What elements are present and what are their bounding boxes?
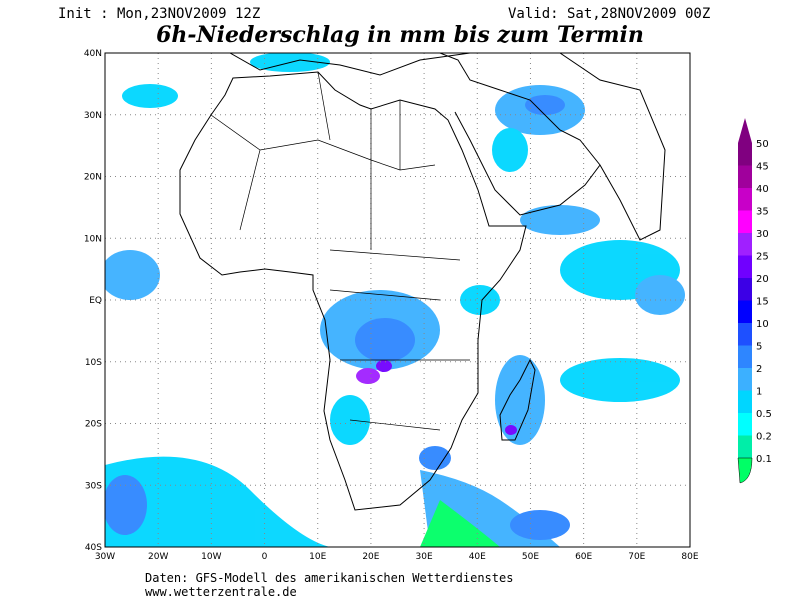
colorbar-box	[738, 323, 752, 346]
precip-patch	[560, 358, 680, 402]
lat-label: 20N	[84, 173, 102, 183]
precip-patch	[419, 446, 451, 470]
lat-label: 10S	[85, 358, 102, 368]
coastline	[439, 53, 601, 216]
coastline	[105, 53, 471, 76]
precip-patch	[420, 500, 500, 547]
lat-label: 10N	[84, 234, 102, 244]
coastline	[179, 71, 527, 511]
lat-label: EQ	[89, 296, 102, 306]
colorbar-label: 35	[756, 207, 769, 218]
colorbar-label: 30	[756, 229, 769, 240]
colorbar-label: 0.5	[756, 409, 772, 420]
colorbar-box	[738, 435, 752, 458]
precip-patch	[105, 456, 330, 547]
data-source: Daten: GFS-Modell des amerikanischen Wet…	[145, 571, 513, 585]
colorbar-label: 5	[756, 342, 762, 353]
lon-label: 20W	[148, 552, 168, 562]
colorbar-label: 10	[756, 319, 769, 330]
website: www.wetterzentrale.de	[145, 585, 297, 599]
map-area	[105, 53, 690, 547]
colorbar-box	[738, 210, 752, 233]
colorbar-box	[738, 165, 752, 188]
lon-label: 70E	[628, 552, 645, 562]
colorbar-label: 2	[756, 364, 762, 375]
map-frame	[104, 52, 691, 548]
lon-label: 80E	[681, 552, 698, 562]
colorbar-label: 45	[756, 162, 769, 173]
colorbar-label: 25	[756, 252, 769, 263]
lon-label: 20E	[362, 552, 379, 562]
colorbar-top	[738, 118, 752, 143]
precip-patch	[505, 425, 517, 435]
precip-patch	[520, 205, 600, 235]
lon-label: 50E	[522, 552, 539, 562]
precip-patch	[495, 355, 545, 445]
lat-label: 40S	[85, 543, 102, 553]
colorbar-box	[738, 188, 752, 211]
precip-patch	[635, 275, 685, 315]
colorbar-box	[738, 143, 752, 166]
precip-patch	[105, 250, 160, 300]
lat-label: 20S	[85, 420, 102, 430]
init-time: Init : Mon,23NOV2009 12Z	[58, 6, 260, 22]
coastline	[559, 53, 666, 241]
lat-label: 40N	[84, 49, 102, 59]
lon-label: 30E	[416, 552, 433, 562]
precipitation-field	[105, 53, 685, 547]
coastline	[499, 358, 536, 441]
colorbar-box	[738, 413, 752, 436]
precip-patch	[356, 368, 380, 384]
precip-patch	[525, 95, 565, 115]
lat-label: 30N	[84, 111, 102, 121]
colorbar-box	[738, 368, 752, 391]
lon-label: 10W	[201, 552, 221, 562]
lon-label: 10E	[309, 552, 326, 562]
colorbar-box	[738, 278, 752, 301]
precip-patch	[510, 510, 570, 540]
colorbar-box	[738, 345, 752, 368]
colorbar-label: 1	[756, 387, 762, 398]
border	[210, 71, 470, 431]
colorbar-box	[738, 255, 752, 278]
colorbar-label: 40	[756, 184, 769, 195]
precip-patch	[355, 318, 415, 362]
precip-patch	[105, 475, 147, 535]
lon-label: 40E	[469, 552, 486, 562]
colorbar: 50 45 40 35 30 25 20 15 10 5 2 1 0.5 0.2 0.1	[737, 118, 772, 484]
colorbar-label: 0.1	[756, 454, 772, 465]
colorbar-box	[738, 233, 752, 256]
colorbar-label: 20	[756, 274, 769, 285]
colorbar-label: 0.2	[756, 432, 772, 443]
precip-patch	[492, 128, 528, 172]
map-title: 6h-Niederschlag in mm bis zum Termin	[156, 22, 644, 48]
colorbar-box	[738, 300, 752, 323]
lon-label: 0	[262, 552, 268, 562]
precip-patch	[376, 360, 392, 372]
valid-time: Valid: Sat,28NOV2009 00Z	[508, 6, 710, 22]
lon-label: 60E	[575, 552, 592, 562]
precip-patch	[122, 84, 178, 108]
colorbar-bottom	[737, 457, 753, 484]
lon-label: 30W	[95, 552, 115, 562]
colorbar-label: 15	[756, 297, 769, 308]
colorbar-box	[738, 390, 752, 413]
colorbar-label: 50	[756, 139, 769, 150]
lat-label: 30S	[85, 481, 102, 491]
